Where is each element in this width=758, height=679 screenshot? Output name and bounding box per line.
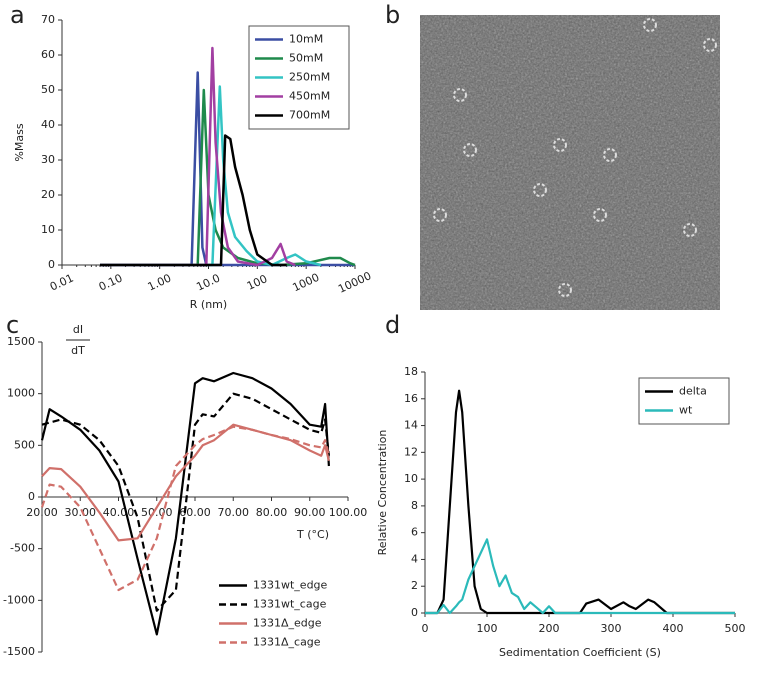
- x-tick-label: 80.00: [256, 506, 288, 519]
- legend-label: wt: [679, 404, 693, 417]
- series-line: [100, 88, 356, 267]
- series-line: [40, 371, 330, 636]
- y-tick-label: -1500: [3, 645, 35, 658]
- panel-label: b: [385, 1, 400, 29]
- y-axis-label: Relative Concentration: [376, 430, 389, 556]
- legend-label: 450mM: [289, 90, 330, 103]
- micrograph-texture: [420, 15, 720, 310]
- series-line: [100, 134, 287, 267]
- legend-label: delta: [679, 385, 707, 398]
- y-tick-label: 14: [404, 419, 418, 432]
- x-tick-label: 90.00: [294, 506, 326, 519]
- y-tick-label: 1000: [7, 387, 35, 400]
- y-axis-label: %Mass: [13, 123, 26, 161]
- panel-label: c: [6, 311, 19, 339]
- series-line: [425, 538, 735, 615]
- x-tick-label: 50.00: [141, 506, 173, 519]
- x-axis-label: R (nm): [190, 298, 227, 311]
- legend-label: 1331wt_edge: [253, 579, 328, 592]
- series-line: [100, 85, 322, 267]
- legend-box: [638, 377, 730, 425]
- y-tick-label: 18: [404, 365, 418, 378]
- y-tick-label: 2: [411, 579, 418, 592]
- x-tick-label: 300: [601, 622, 622, 635]
- x-tick-label: 400: [663, 622, 684, 635]
- y-tick-label: 500: [14, 438, 35, 451]
- y-tick-label: -500: [10, 542, 35, 555]
- x-tick-label: 100: [245, 272, 270, 293]
- y-tick-label: 8: [411, 499, 418, 512]
- particle: [593, 208, 607, 222]
- particle: [703, 38, 717, 52]
- particle: [683, 223, 697, 237]
- y-tick-label: 30: [41, 153, 55, 166]
- legend-label: 1331wt_cage: [253, 598, 327, 611]
- legend-label: 700mM: [289, 109, 330, 122]
- panel-label: d: [385, 311, 400, 339]
- y-tick-label: 10: [41, 223, 55, 236]
- x-tick-label: 70.00: [218, 506, 250, 519]
- particle: [463, 143, 477, 157]
- x-tick-label: 100: [477, 622, 498, 635]
- y-tick-label: 0: [48, 258, 55, 271]
- x-tick-label: 100.00: [329, 506, 368, 519]
- particle: [433, 208, 447, 222]
- x-tick-label: 40.00: [103, 506, 135, 519]
- y-tick-label: 60: [41, 48, 55, 61]
- particle: [453, 88, 467, 102]
- series-line: [425, 389, 735, 615]
- x-tick-label: 1.00: [146, 271, 174, 293]
- x-tick-label: 200: [539, 622, 560, 635]
- y-tick-label: 0: [411, 606, 418, 619]
- x-tick-label: 0: [422, 622, 429, 635]
- x-tick-label: 30.00: [65, 506, 97, 519]
- y-tick-label: 70: [41, 13, 55, 26]
- y-tick-label: 4: [411, 552, 418, 565]
- y-tick-label: 12: [404, 445, 418, 458]
- x-axis-label: Sedimentation Coefficient (S): [499, 646, 661, 659]
- x-axis-label: T (°C): [296, 528, 329, 541]
- y-tick-label: 40: [41, 118, 55, 131]
- x-tick-label: 0.01: [48, 271, 76, 293]
- series-line: [40, 425, 330, 592]
- legend-label: 50mM: [289, 52, 323, 65]
- x-tick-label: 10000: [336, 269, 373, 296]
- legend-label: 10mM: [289, 33, 323, 46]
- y-tick-label: -1000: [3, 593, 35, 606]
- y-axis-label-top: dI: [73, 323, 83, 336]
- x-tick-label: 500: [725, 622, 746, 635]
- y-tick-label: 1500: [7, 335, 35, 348]
- series-line: [41, 392, 330, 612]
- particle: [533, 183, 547, 197]
- legend-label: 250mM: [289, 71, 330, 84]
- y-tick-label: 10: [404, 472, 418, 485]
- series-line: [41, 423, 330, 542]
- x-tick-label: 0.10: [97, 271, 125, 293]
- x-tick-label: 1000: [291, 271, 322, 295]
- y-tick-label: 6: [411, 526, 418, 539]
- y-tick-label: 16: [404, 392, 418, 405]
- x-tick-label: 10.0: [194, 271, 222, 293]
- y-tick-label: 0: [28, 490, 35, 503]
- x-tick-label: 20.00: [26, 506, 58, 519]
- series-line: [100, 46, 296, 267]
- y-tick-label: 50: [41, 83, 55, 96]
- particle: [643, 18, 657, 32]
- particle: [553, 138, 567, 152]
- y-axis-label-bottom: dT: [71, 344, 85, 357]
- panel-label: a: [10, 1, 25, 29]
- x-tick-label: 60.00: [179, 506, 211, 519]
- y-tick-label: 20: [41, 188, 55, 201]
- particle: [558, 283, 572, 297]
- particle: [603, 148, 617, 162]
- legend-label: 1331Δ_edge: [253, 617, 322, 630]
- legend-label: 1331Δ_cage: [253, 636, 321, 649]
